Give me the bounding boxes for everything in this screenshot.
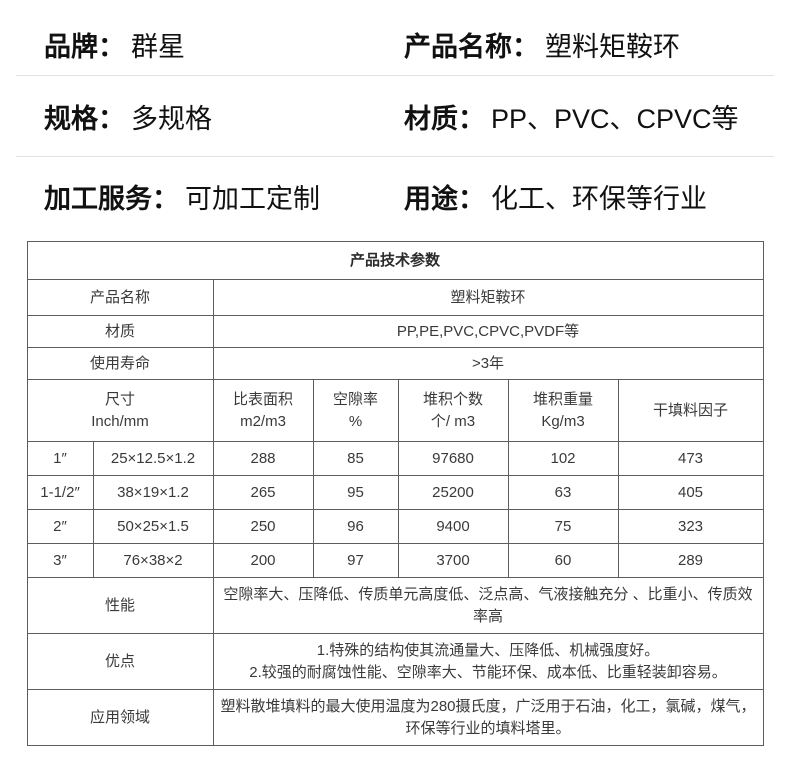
- table-column-header-row: 尺寸 Inch/mm 比表面积 m2/m3 空隙率 % 堆积个数 个/ m3 堆…: [26, 379, 764, 442]
- column-header-packing-weight-line1: 堆积重量: [532, 390, 593, 408]
- cell-packing-weight: 75: [507, 509, 619, 544]
- cell-size-mm: 76×38×2: [92, 543, 214, 578]
- attribute-spec: 规格： 多规格: [16, 97, 404, 136]
- cell-size-inch: 1″: [26, 441, 94, 476]
- attribute-spec-label: 规格：: [44, 103, 125, 134]
- attribute-usage-value: 化工、环保等行业: [491, 183, 707, 214]
- cell-dry-packing-factor: 323: [617, 509, 764, 544]
- cell-size-inch: 1-1/2″: [26, 475, 94, 510]
- info-label-product-name: 产品名称: [26, 279, 214, 316]
- column-header-specific-area-line1: 比表面积: [232, 390, 293, 408]
- table-row-material: 材质 PP,PE,PVC,CPVC,PVDF等: [26, 315, 764, 348]
- cell-specific-area: 250: [212, 509, 314, 544]
- attribute-brand-value: 群星: [131, 32, 185, 62]
- attribute-product-name: 产品名称： 塑料矩鞍环: [404, 25, 774, 64]
- info-value-lifespan: >3年: [212, 347, 764, 380]
- attribute-row-spec: 规格： 多规格 材质： PP、PVC、CPVC等: [16, 76, 774, 156]
- table-row: 3″ 76×38×2 200 97 3700 60 289: [26, 543, 764, 578]
- table-row-lifespan: 使用寿命 >3年: [26, 347, 764, 380]
- cell-size-mm: 25×12.5×1.2: [92, 441, 214, 476]
- attribute-row-brand: 品牌： 群星 产品名称： 塑料矩鞍环: [16, 14, 774, 75]
- cell-specific-area: 288: [212, 441, 314, 476]
- table-row: 1″ 25×12.5×1.2 288 85 97680 102 473: [26, 441, 764, 476]
- performance-text: 空隙率大、压降低、传质单元高度低、泛点高、气液接触充分 、比重小、传质效率高: [212, 577, 764, 634]
- attribute-product-name-value: 塑料矩鞍环: [545, 32, 680, 62]
- attribute-row-service: 加工服务： 可加工定制 用途： 化工、环保等行业: [16, 157, 774, 235]
- column-header-void-fraction: 空隙率 %: [312, 379, 399, 442]
- attribute-divider-1: [16, 75, 774, 76]
- cell-packing-weight: 60: [507, 543, 619, 578]
- cell-dry-packing-factor: 405: [617, 475, 764, 510]
- cell-void-fraction: 96: [312, 509, 399, 544]
- cell-packing-weight: 63: [507, 475, 619, 510]
- cell-packing-weight: 102: [507, 441, 619, 476]
- cell-dry-packing-factor: 289: [617, 543, 764, 578]
- cell-specific-area: 200: [212, 543, 314, 578]
- cell-size-mm: 38×19×1.2: [92, 475, 214, 510]
- cell-void-fraction: 97: [312, 543, 399, 578]
- cell-packing-count: 25200: [397, 475, 509, 510]
- cell-packing-count: 9400: [397, 509, 509, 544]
- table-row: 2″ 50×25×1.5 250 96 9400 75 323: [26, 509, 764, 544]
- attribute-usage: 用途： 化工、环保等行业: [404, 177, 774, 216]
- application-label: 应用领域: [26, 689, 214, 746]
- attribute-divider-2: [16, 156, 774, 157]
- attribute-material: 材质： PP、PVC、CPVC等: [404, 97, 774, 136]
- attribute-brand-label: 品牌：: [44, 32, 125, 62]
- product-spec-table: 产品技术参数 产品名称 塑料矩鞍环 材质 PP,PE,PVC,CPVC,PVDF…: [26, 241, 764, 746]
- column-header-size-line2: Inch/mm: [91, 412, 149, 430]
- column-header-dry-packing-factor-line1: 干填料因子: [652, 401, 728, 419]
- column-header-packing-count: 堆积个数 个/ m3: [397, 379, 509, 442]
- advantages-label: 优点: [26, 633, 214, 690]
- column-header-packing-count-line2: 个/ m3: [430, 412, 476, 430]
- table-row-performance: 性能 空隙率大、压降低、传质单元高度低、泛点高、气液接触充分 、比重小、传质效率…: [26, 577, 764, 634]
- cell-packing-count: 97680: [397, 441, 509, 476]
- attribute-usage-label: 用途：: [404, 183, 485, 214]
- cell-void-fraction: 95: [312, 475, 399, 510]
- table-row-application: 应用领域 塑料散堆填料的最大使用温度为280摄氏度，广泛用于石油，化工，氯碱，煤…: [26, 689, 764, 746]
- info-value-product-name: 塑料矩鞍环: [212, 279, 764, 316]
- column-header-void-fraction-line2: %: [348, 412, 363, 430]
- table-title-row: 产品技术参数: [26, 241, 764, 280]
- advantages-line-2: 2.较强的耐腐蚀性能、空隙率大、节能环保、成本低、比重轻装卸容易。: [249, 663, 727, 681]
- application-text: 塑料散堆填料的最大使用温度为280摄氏度，广泛用于石油，化工，氯碱，煤气，环保等…: [212, 689, 764, 746]
- table-row: 1-1/2″ 38×19×1.2 265 95 25200 63 405: [26, 475, 764, 510]
- table-row-product-name: 产品名称 塑料矩鞍环: [26, 279, 764, 316]
- column-header-specific-area-line2: m2/m3: [240, 412, 286, 430]
- info-label-lifespan: 使用寿命: [26, 347, 214, 380]
- table-title: 产品技术参数: [26, 241, 764, 280]
- attribute-spec-value: 多规格: [131, 103, 212, 134]
- column-header-void-fraction-line1: 空隙率: [332, 390, 378, 408]
- cell-size-inch: 2″: [26, 509, 94, 544]
- info-label-material: 材质: [26, 315, 214, 348]
- advantages-line-1: 1.特殊的结构使其流通量大、压降低、机械强度好。: [316, 641, 660, 659]
- attribute-processing-service-label: 加工服务：: [44, 183, 179, 214]
- performance-label: 性能: [26, 577, 214, 634]
- attribute-product-name-label: 产品名称：: [404, 32, 539, 62]
- column-header-packing-weight: 堆积重量 Kg/m3: [507, 379, 619, 442]
- column-header-specific-area: 比表面积 m2/m3: [212, 379, 314, 442]
- attribute-brand: 品牌： 群星: [16, 25, 404, 64]
- info-value-material: PP,PE,PVC,CPVC,PVDF等: [212, 315, 764, 348]
- column-header-dry-packing-factor: 干填料因子: [617, 379, 764, 442]
- cell-size-mm: 50×25×1.5: [92, 509, 214, 544]
- cell-specific-area: 265: [212, 475, 314, 510]
- column-header-packing-weight-line2: Kg/m3: [541, 412, 585, 430]
- attribute-processing-service: 加工服务： 可加工定制: [16, 177, 404, 216]
- table-row-advantages: 优点 1.特殊的结构使其流通量大、压降低、机械强度好。 2.较强的耐腐蚀性能、空…: [26, 633, 764, 690]
- column-header-size: 尺寸 Inch/mm: [26, 379, 214, 442]
- attribute-material-label: 材质：: [404, 103, 485, 134]
- cell-size-inch: 3″: [26, 543, 94, 578]
- spec-table-wrapper: 产品技术参数 产品名称 塑料矩鞍环 材质 PP,PE,PVC,CPVC,PVDF…: [0, 235, 790, 746]
- cell-void-fraction: 85: [312, 441, 399, 476]
- cell-dry-packing-factor: 473: [617, 441, 764, 476]
- column-header-size-line1: 尺寸: [104, 390, 135, 408]
- cell-packing-count: 3700: [397, 543, 509, 578]
- attribute-material-value: PP、PVC、CPVC等: [491, 103, 739, 134]
- attribute-processing-service-value: 可加工定制: [185, 183, 320, 214]
- product-attributes-block: 品牌： 群星 产品名称： 塑料矩鞍环 规格： 多规格 材质： PP、PVC、CP…: [0, 0, 790, 235]
- column-header-packing-count-line1: 堆积个数: [422, 390, 483, 408]
- advantages-text: 1.特殊的结构使其流通量大、压降低、机械强度好。 2.较强的耐腐蚀性能、空隙率大…: [212, 633, 764, 690]
